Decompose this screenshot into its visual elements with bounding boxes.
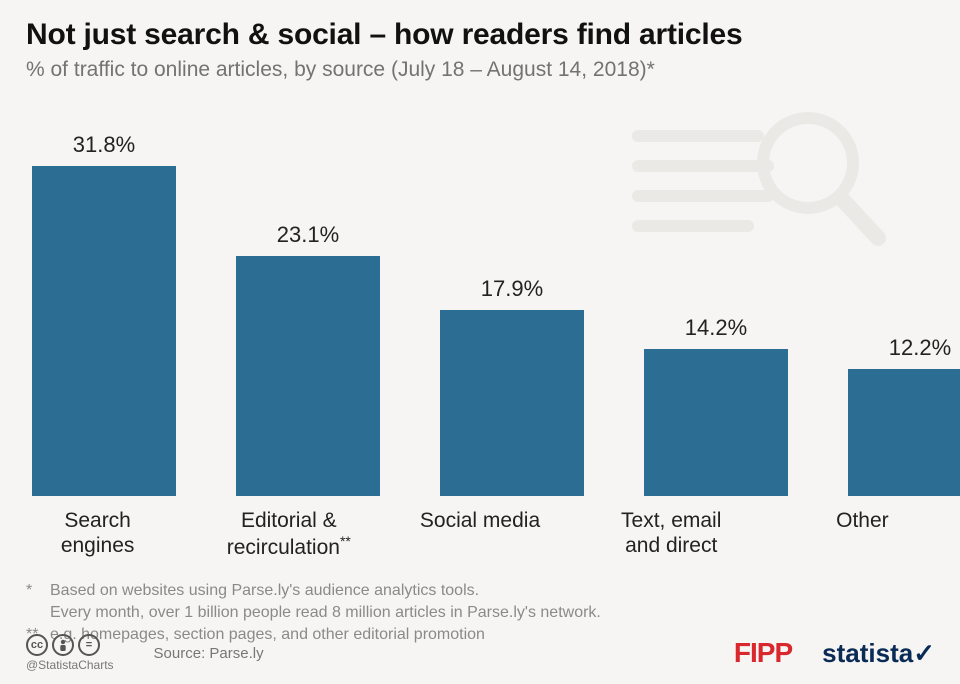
note-marker: ** bbox=[340, 533, 351, 549]
bar-value-label: 12.2% bbox=[889, 335, 951, 361]
bar-col: 31.8% bbox=[32, 132, 176, 496]
bar-rect bbox=[236, 256, 380, 496]
statista-wave-icon: ✓ bbox=[913, 638, 934, 668]
x-axis-label: Text, emailand direct bbox=[606, 508, 737, 560]
bar-col: 12.2% bbox=[848, 335, 960, 496]
twitter-handle: @StatistaCharts bbox=[26, 658, 114, 672]
cc-license-icons: cc = bbox=[26, 634, 114, 656]
x-axis-label: Social media bbox=[414, 508, 545, 560]
bar-value-label: 23.1% bbox=[277, 222, 339, 248]
bar-rect bbox=[848, 369, 960, 496]
footnote-marker-1: * bbox=[26, 580, 50, 602]
source-label: Source: Parse.ly bbox=[154, 645, 264, 662]
footnote-1b: Every month, over 1 billion people read … bbox=[50, 602, 601, 624]
x-axis-labels: Searchengines Editorial &recirculation** S… bbox=[32, 508, 928, 560]
fipp-logo: FIPP bbox=[734, 637, 792, 669]
page-subtitle: % of traffic to online articles, by sour… bbox=[26, 58, 934, 82]
statista-logo: statista✓ bbox=[822, 638, 934, 669]
license-block: cc = @StatistaCharts bbox=[26, 634, 114, 672]
footnote-1a: Based on websites using Parse.ly's audie… bbox=[50, 580, 479, 602]
bar-chart: 31.8%23.1%17.9%14.2%12.2% bbox=[32, 116, 928, 496]
bar-col: 23.1% bbox=[236, 222, 380, 496]
bar-rect bbox=[32, 166, 176, 496]
bar-rect bbox=[644, 349, 788, 496]
nd-icon: = bbox=[78, 634, 100, 656]
x-axis-label: Other bbox=[797, 508, 928, 560]
x-axis-label: Editorial &recirculation** bbox=[223, 508, 354, 560]
cc-icon: cc bbox=[26, 634, 48, 656]
x-axis-label: Searchengines bbox=[32, 508, 163, 560]
footer: cc = @StatistaCharts Source: Parse.ly FI… bbox=[26, 634, 934, 672]
bar-value-label: 14.2% bbox=[685, 315, 747, 341]
bar-rect bbox=[440, 310, 584, 496]
bar-col: 14.2% bbox=[644, 315, 788, 496]
infographic-page: Not just search & social – how readers f… bbox=[0, 0, 960, 684]
by-icon bbox=[52, 634, 74, 656]
bar-value-label: 17.9% bbox=[481, 276, 543, 302]
brand-logos: FIPP statista✓ bbox=[734, 637, 934, 669]
bar-col: 17.9% bbox=[440, 276, 584, 496]
page-title: Not just search & social – how readers f… bbox=[26, 18, 934, 52]
bar-value-label: 31.8% bbox=[73, 132, 135, 158]
